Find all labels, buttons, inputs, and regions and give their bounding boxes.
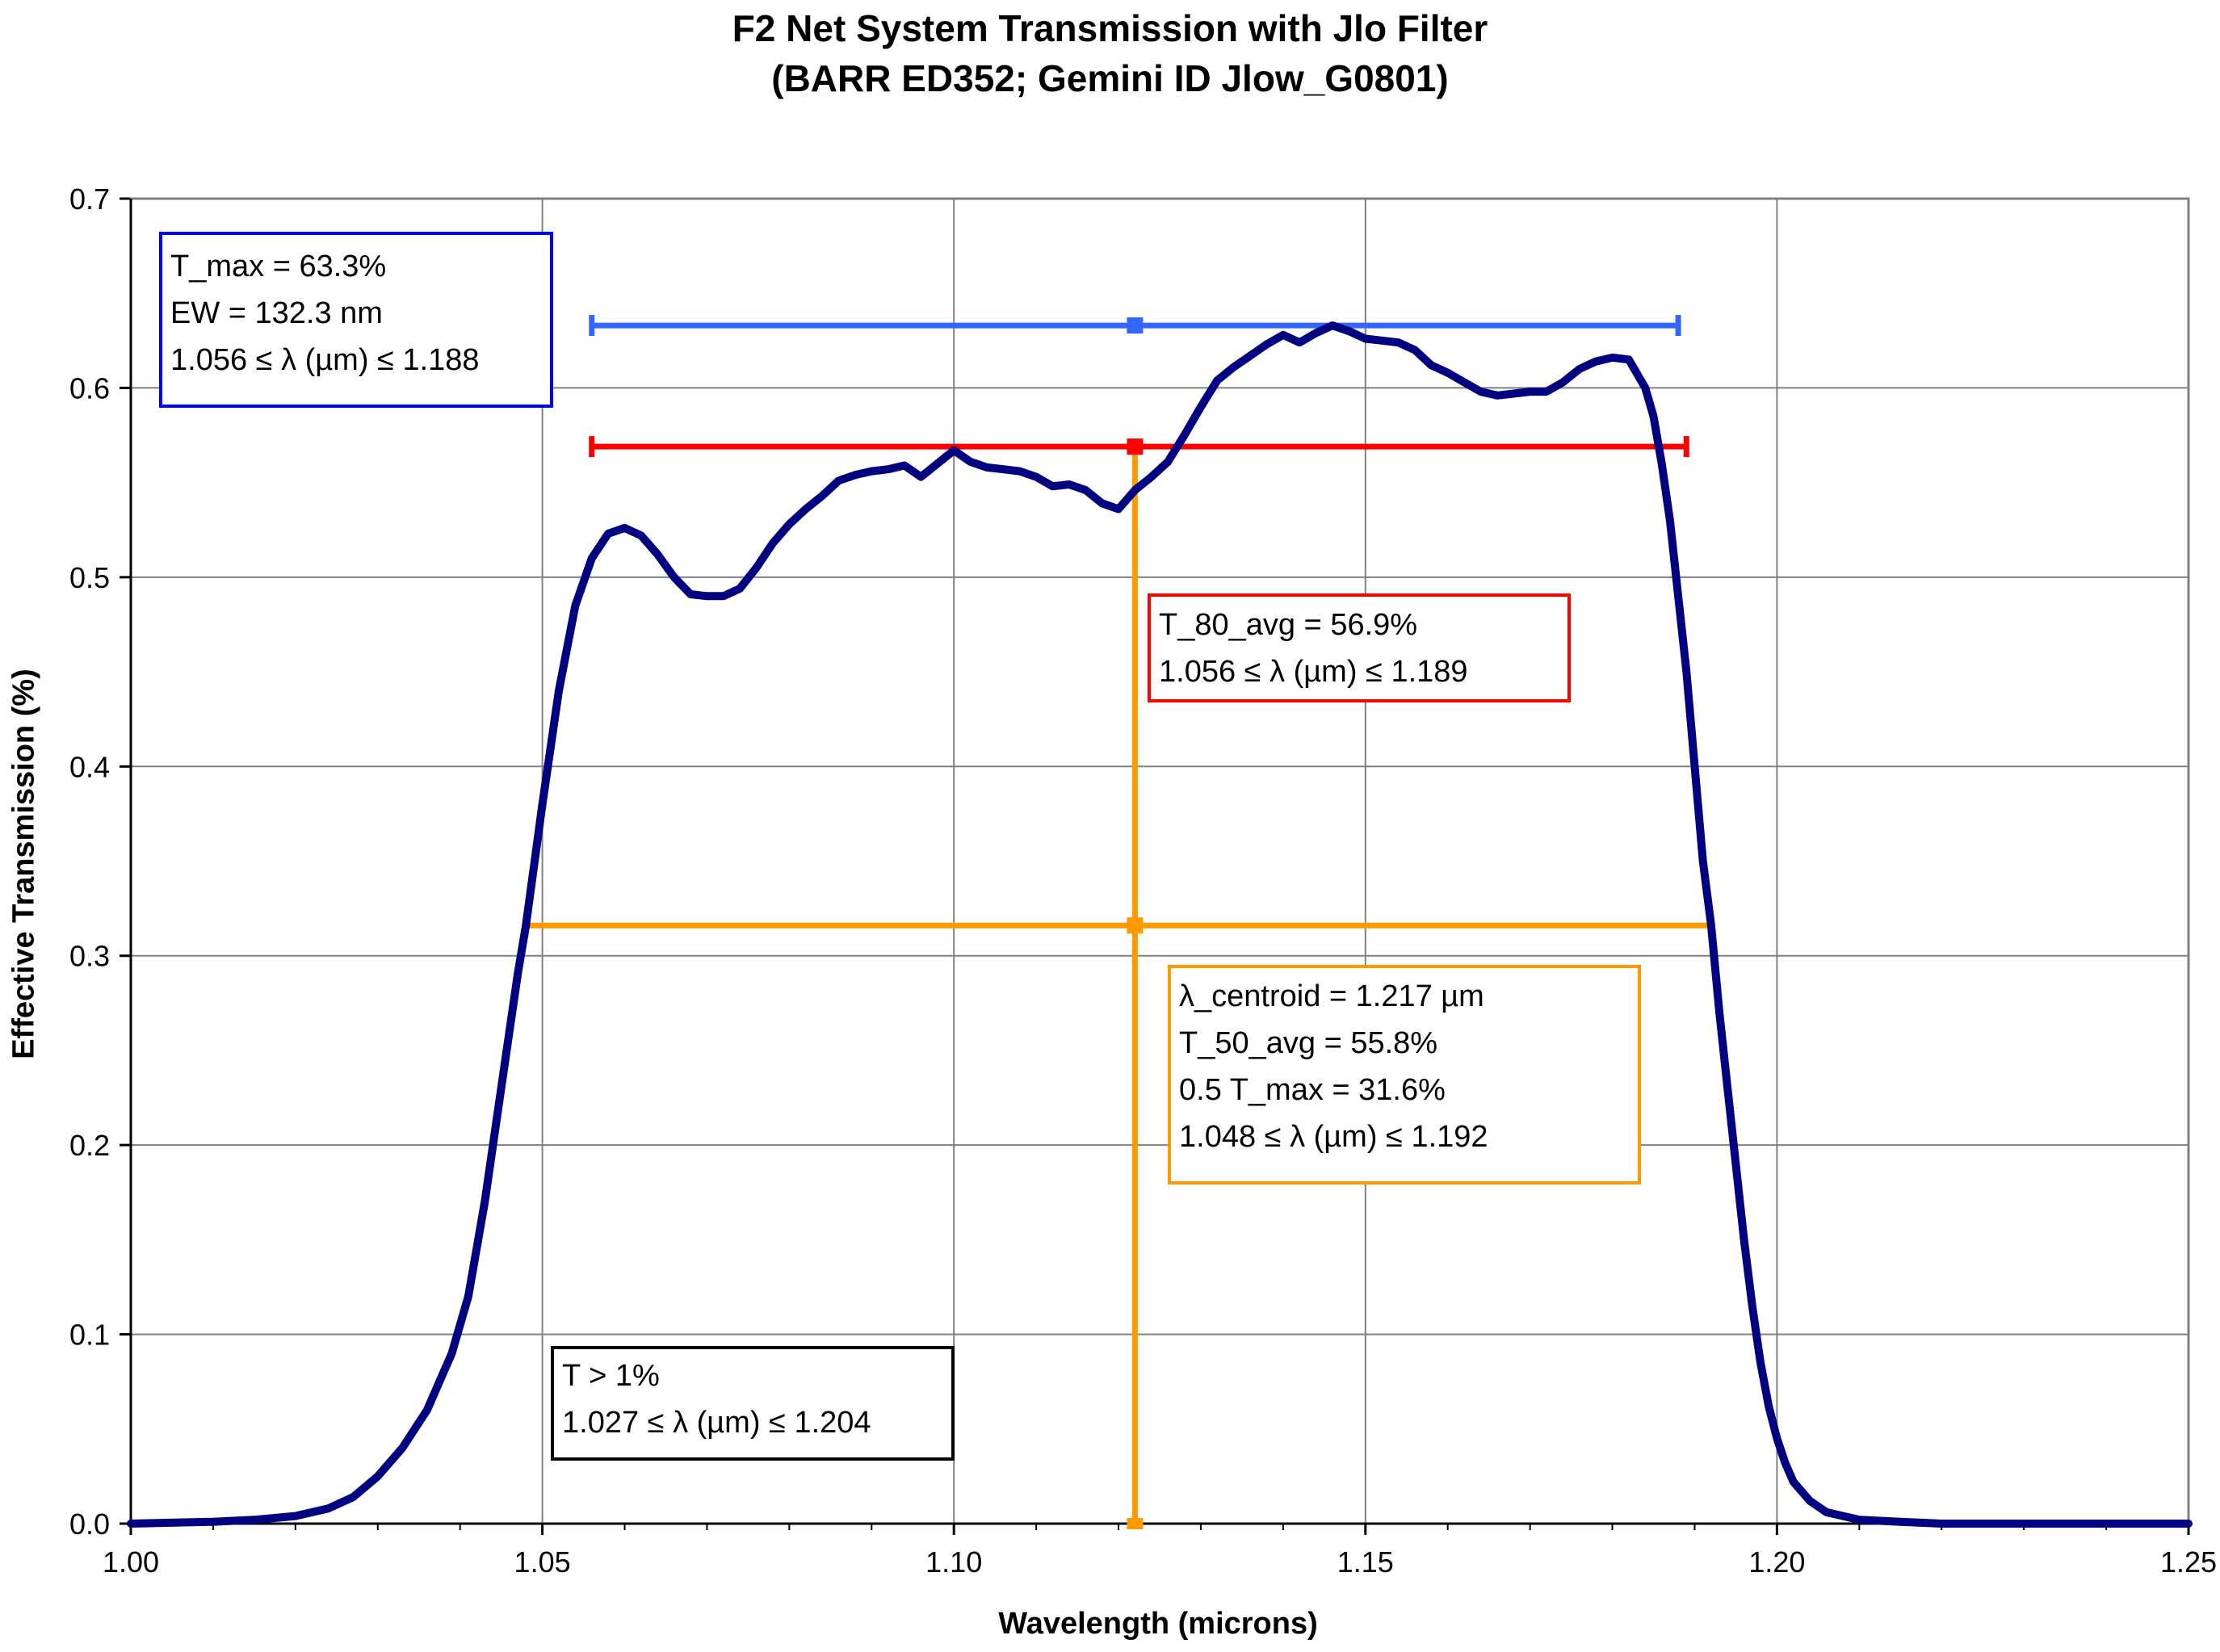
y-axis-title: Effective Transmission (%) (6, 669, 41, 1059)
x-tick-label: 1.00 (103, 1545, 159, 1579)
y-tick-label: 0.7 (69, 182, 110, 216)
chart-title: F2 Net System Transmission with Jlo Filt… (732, 7, 1488, 49)
red-center-marker (1127, 438, 1144, 455)
y-tick-label: 0.4 (69, 750, 110, 783)
x-tick-label: 1.15 (1337, 1545, 1394, 1579)
centroid-text: λ_centroid = 1.217 µm (1179, 979, 1484, 1013)
tmax-text: T_max = 63.3% (170, 249, 387, 283)
t50-text: T_50_avg = 55.8% (1179, 1026, 1438, 1060)
black-annotation-box: T > 1% 1.027 ≤ λ (µm) ≤ 1.204 (551, 1346, 955, 1461)
y-tick-label: 0.5 (69, 561, 110, 594)
blue-center-marker (1127, 317, 1144, 334)
axis-layer (120, 197, 2190, 1535)
t1pct-text: T > 1% (562, 1359, 660, 1393)
x-tick-label: 1.25 (2160, 1545, 2217, 1579)
tick-label-layer: 0.0 0.1 0.2 0.3 0.4 0.5 0.6 0.7 1.00 1.05 1.10 1.15… (69, 182, 2217, 1579)
chart-subtitle: (BARR ED352; Gemini ID Jlow_G0801) (771, 57, 1449, 99)
y-tick-label: 0.2 (69, 1129, 110, 1162)
red-range-text: 1.056 ≤ λ (µm) ≤ 1.189 (1159, 655, 1468, 689)
red-annotation-box: T_80_avg = 56.9% 1.056 ≤ λ (µm) ≤ 1.189 (1148, 593, 1571, 702)
t80-text: T_80_avg = 56.9% (1159, 608, 1418, 642)
half-tmax-text: 0.5 T_max = 31.6% (1179, 1073, 1446, 1107)
x-tick-label: 1.05 (514, 1545, 571, 1579)
black-range-text: 1.027 ≤ λ (µm) ≤ 1.204 (562, 1406, 871, 1440)
orange-range-text: 1.048 ≤ λ (µm) ≤ 1.192 (1179, 1120, 1488, 1154)
curve-layer (127, 321, 2193, 1528)
orange-center-marker (1127, 917, 1144, 934)
ew-text: EW = 132.3 nm (170, 296, 383, 330)
transmission-curve (127, 321, 2193, 1528)
y-tick-label: 0.6 (69, 371, 110, 405)
annotation-bars (522, 315, 1714, 1524)
centroid-base-marker (1127, 1518, 1144, 1529)
marker-layer (1127, 317, 1144, 1529)
orange-annotation-box: λ_centroid = 1.217 µm T_50_avg = 55.8% 0… (1168, 965, 1641, 1184)
y-tick-label: 0.0 (69, 1507, 110, 1541)
y-tick-label: 0.1 (69, 1319, 110, 1352)
y-tick-label: 0.3 (69, 940, 110, 973)
blue-annotation-box: T_max = 63.3% EW = 132.3 nm 1.056 ≤ λ (µ… (159, 232, 553, 408)
x-tick-label: 1.20 (1748, 1545, 1805, 1579)
x-tick-label: 1.10 (925, 1545, 982, 1579)
blue-range-text: 1.056 ≤ λ (µm) ≤ 1.188 (170, 343, 480, 377)
x-axis-title: Wavelength (microns) (998, 1607, 1318, 1641)
